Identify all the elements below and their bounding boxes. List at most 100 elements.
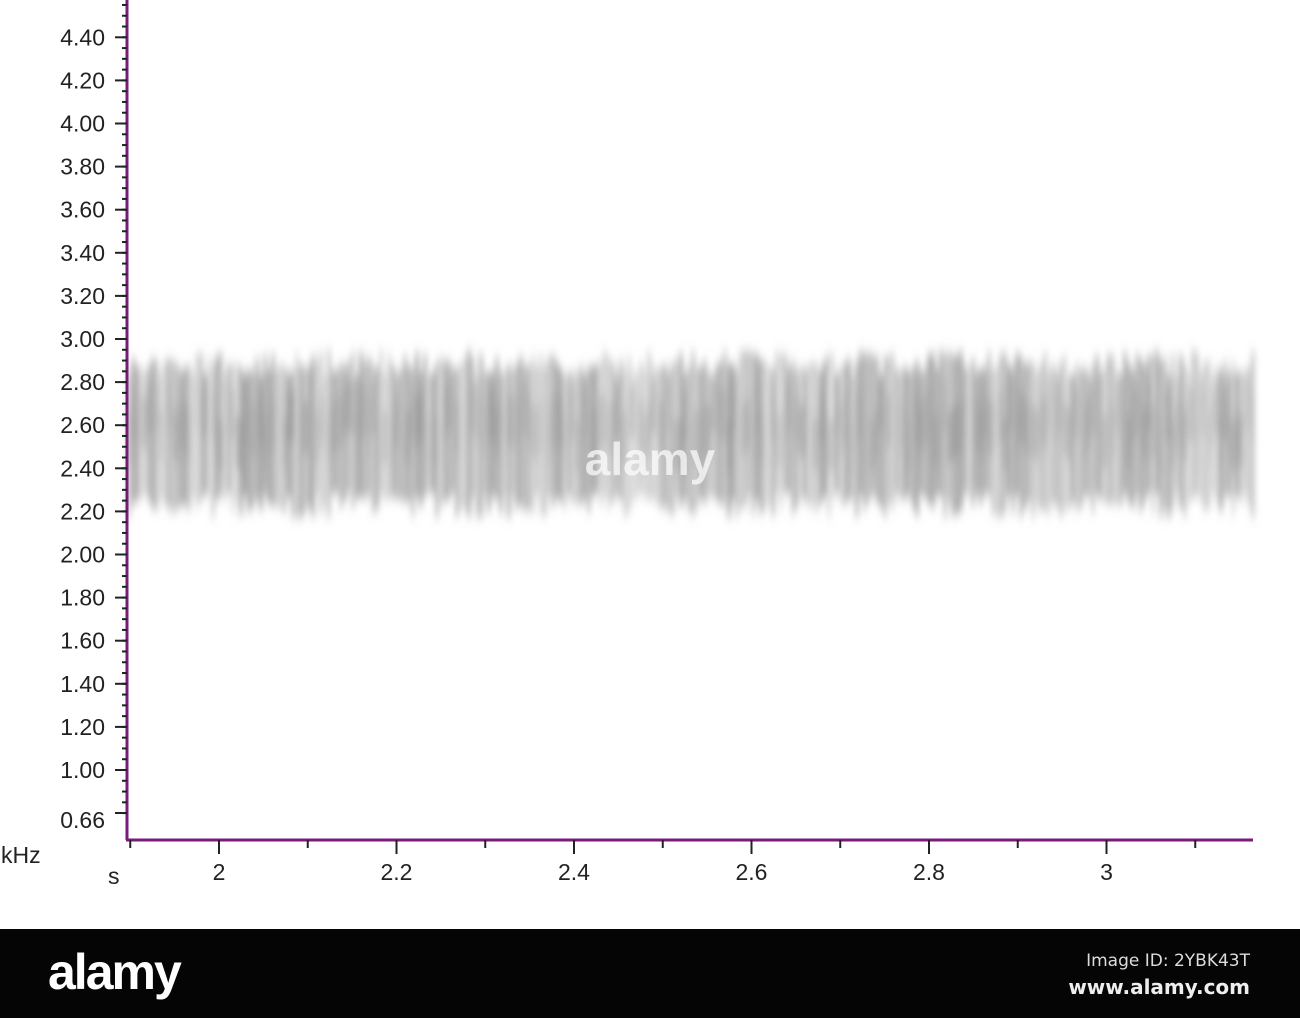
band-streak [903,366,907,498]
band-peak-streak [855,394,859,447]
band-streak [895,368,899,495]
x-axis-label: s [108,863,120,889]
band-peak-streak [963,391,967,444]
band-streak [475,375,479,518]
band-peak-streak [903,419,907,471]
band-peak-streak [799,406,803,458]
band-peak-streak [335,396,339,448]
band-peak-streak [1207,412,1211,465]
band-peak-streak [683,391,687,444]
band-peak-streak [203,382,207,435]
band-peak-streak [451,386,455,439]
band-peak-streak [847,420,851,472]
band-peak-streak [1187,388,1191,441]
band-peak-streak [571,385,575,438]
band-streak [687,367,691,511]
band-peak-streak [1127,416,1131,469]
band-peak-streak [527,393,531,446]
band-peak-streak [491,388,495,440]
band-peak-streak [867,381,871,433]
band-peak-streak [971,400,975,452]
band-streak [555,362,559,498]
band-streak [1155,350,1159,494]
band-peak-streak [471,381,475,434]
band-streak [1199,370,1203,502]
band-streak [1059,361,1063,517]
band-peak-streak [1023,399,1027,452]
y-tick-label: 1.80 [60,585,105,611]
band-peak-streak [1211,394,1215,446]
band-peak-streak [151,406,155,459]
band-peak-streak [1103,415,1107,467]
band-peak-streak [195,377,199,430]
watermark: alamy [585,433,716,485]
band-peak-streak [423,414,427,466]
band-peak-streak [1167,390,1171,443]
band-peak-streak [1251,391,1255,443]
band-peak-streak [999,390,1003,443]
band-peak-streak [311,378,315,431]
band-peak-streak [495,406,499,459]
band-peak-streak [235,416,239,468]
band-peak-streak [711,379,715,432]
band-peak-streak [603,394,607,447]
band-peak-streak [1083,407,1087,459]
band-peak-streak [771,391,775,444]
band-streak [211,365,215,518]
band-peak-streak [283,417,287,470]
band-peak-streak [739,404,743,457]
band-peak-streak [327,416,331,469]
band-streak [463,358,467,509]
y-tick-label: 4.00 [60,111,105,137]
band-streak [651,366,655,501]
band-peak-streak [839,405,843,458]
band-peak-streak [1147,379,1151,432]
y-tick-label: 3.80 [60,154,105,180]
band-peak-streak [391,415,395,468]
band-peak-streak [1151,405,1155,458]
y-axis-label: kHz [1,842,41,868]
band-peak-streak [815,419,819,472]
band-peak-streak [187,406,191,459]
band-streak [291,369,295,518]
band-peak-streak [247,403,251,456]
band-streak [995,366,999,517]
band-peak-streak [167,381,171,433]
band-peak-streak [967,398,971,450]
band-streak [1091,364,1095,513]
band-peak-streak [879,379,883,432]
band-peak-streak [595,412,599,465]
band-streak [411,367,415,517]
band-peak-streak [1075,388,1079,441]
band-peak-streak [575,419,579,472]
band-streak [439,355,443,506]
band-peak-streak [979,407,983,459]
band-peak-streak [675,418,679,470]
band-peak-streak [1203,386,1207,439]
band-peak-streak [411,386,415,439]
band-peak-streak [1071,382,1075,435]
x-tick-label: 2.2 [381,859,413,885]
band-peak-streak [475,393,479,445]
band-peak-streak [755,382,759,435]
band-peak-streak [851,420,855,473]
band-peak-streak [1235,406,1239,459]
alamy-logo: alamy [48,944,182,1000]
band-peak-streak [231,387,235,440]
y-tick-label: 2.20 [60,498,105,524]
band-peak-streak [631,385,635,438]
band-peak-streak [931,411,935,464]
band-peak-streak [627,388,631,440]
band-peak-streak [775,413,779,466]
band-peak-streak [1119,384,1123,437]
band-peak-streak [379,404,383,456]
band-streak [371,365,375,514]
band-streak [1215,365,1219,502]
band-peak-streak [883,398,887,450]
band-peak-streak [1039,391,1043,444]
band-peak-streak [619,418,623,471]
band-peak-streak [875,405,879,458]
band-peak-streak [959,402,963,455]
band-peak-streak [707,405,711,458]
band-streak [943,355,947,518]
